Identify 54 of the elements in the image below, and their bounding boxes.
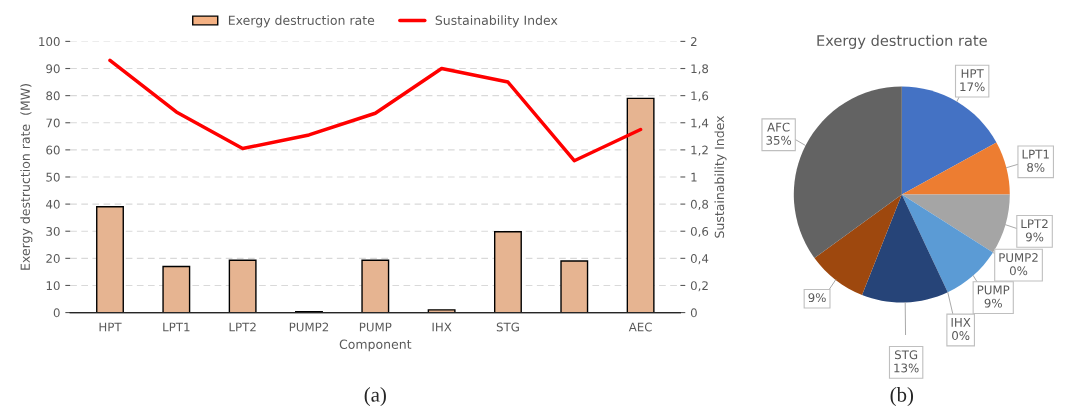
text: 0% [1009, 266, 1028, 276]
y2-tick-label: 0,4 [690, 254, 709, 265]
x-tick-label: PUMP2 [289, 322, 329, 332]
text: (b) [890, 387, 914, 407]
x-tick-label: LPT1 [163, 322, 190, 332]
y2-tick-label: 2 [690, 37, 697, 46]
y-tick-label: 0 [53, 308, 60, 318]
y-tick-label: 40 [46, 199, 60, 209]
y2-tick-label: 1,8 [691, 64, 709, 75]
data-label: 9% [984, 298, 1002, 308]
y2-tick-label: 1 [691, 172, 697, 182]
y-tick-label: 80 [46, 91, 60, 101]
y2-tick-label: 0 [690, 308, 697, 318]
slice-label: HPT [961, 69, 984, 78]
y-tick-label: 20 [46, 254, 60, 263]
y-tick-label: 50 [46, 172, 60, 182]
y2-axis-title: Sustainability Index [714, 115, 727, 238]
y-tick-label: 60 [46, 145, 60, 155]
x-tick-label: STG [496, 322, 519, 332]
text: 0% [952, 331, 970, 341]
slice-label: LPT2 [1021, 219, 1048, 228]
x-tick-label: IHX [432, 322, 452, 332]
data-label: 17% [960, 82, 985, 92]
x-tick-label: HPT [99, 322, 122, 332]
y-tick-label: 70 [46, 118, 60, 128]
legend-label: Exergy destruction rate [228, 15, 375, 28]
y2-tick-label: 0,8 [690, 199, 709, 210]
y-tick-label: 10 [46, 281, 60, 291]
chart-title: Exergy destruction rate [817, 34, 987, 49]
y2-tick-label: 1,4 [691, 118, 709, 129]
legend-label: Sustainability Index [435, 15, 558, 28]
data-label: 13% [894, 363, 919, 373]
slice-label: AFC [767, 122, 790, 132]
y2-tick-label: 1,2 [691, 145, 708, 156]
y2-tick-label: 0,6 [690, 226, 709, 238]
x-tick-label: AEC [628, 322, 652, 332]
y-tick-label: 100 [39, 37, 60, 47]
category-label: PUMP2 [999, 253, 1038, 262]
x-tick-label: PUMP [359, 322, 392, 332]
data-label: 9% [808, 293, 826, 303]
y-axis-title: Exergy destruction rate (MW) [20, 84, 33, 270]
x-tick-label: LPT2 [229, 322, 256, 332]
slice-label: PUMP [977, 285, 1010, 295]
y2-tick-label: 1,6 [691, 91, 709, 102]
data-label: 35% [766, 135, 792, 145]
y-tick-label: 90 [46, 64, 60, 74]
data-label: 8% [1027, 162, 1045, 172]
y-tick-label: 30 [46, 226, 60, 236]
x-axis-title: Component [339, 339, 412, 352]
text: (a) [364, 387, 386, 407]
data-label: 9% [1025, 232, 1044, 242]
slice-label: LPT1 [1022, 149, 1049, 159]
slice-label: STG [894, 350, 918, 360]
y2-tick-label: 0,2 [690, 281, 708, 292]
